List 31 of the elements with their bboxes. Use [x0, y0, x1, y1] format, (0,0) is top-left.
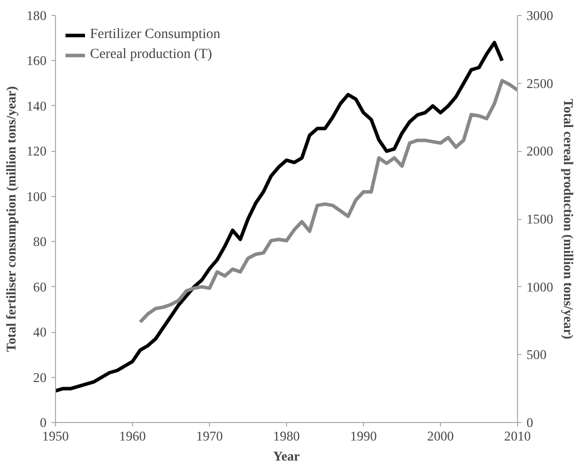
x-tick-label: 1970 [196, 428, 224, 444]
x-axis-title: Year [273, 448, 300, 464]
y-tick-label: 120 [26, 144, 47, 159]
y2-tick-label: 3000 [526, 8, 554, 23]
x-tick-label: 1980 [273, 428, 300, 444]
y2-tick-label: 2000 [526, 144, 554, 159]
y-tick-label: 0 [40, 415, 47, 430]
y2-axis-title: Total cereal production (million tons/year) [561, 98, 576, 340]
x-tick-label: 2000 [427, 428, 454, 444]
x-tick-label: 1950 [42, 428, 70, 444]
y-tick-label: 60 [33, 279, 47, 294]
legend-label: Fertilizer Consumption [90, 27, 220, 43]
y-tick-label: 160 [26, 53, 47, 68]
x-tick-label: 1990 [350, 428, 378, 444]
y-tick-label: 140 [26, 98, 47, 114]
y-tick-label: 80 [33, 234, 47, 250]
y-tick-label: 20 [33, 370, 47, 385]
y2-tick-label: 500 [526, 347, 547, 362]
y2-tick-label: 0 [526, 415, 534, 430]
y2-tick-label: 2500 [526, 76, 554, 91]
x-tick-label: 1960 [119, 428, 146, 444]
y-tick-label: 180 [26, 8, 47, 23]
y-tick-label: 40 [33, 324, 47, 340]
x-tick-label: 2010 [504, 428, 532, 444]
y2-tick-label: 1500 [526, 212, 554, 226]
legend-label: Cereal production (T) [90, 47, 212, 63]
y-tick-label: 100 [26, 188, 47, 204]
line-series [138, 78, 518, 324]
y2-tick-label: 1000 [526, 279, 554, 294]
line-series [56, 40, 504, 393]
y-axis-title: Total fertiliser consumption (million tons/year) [4, 86, 19, 352]
